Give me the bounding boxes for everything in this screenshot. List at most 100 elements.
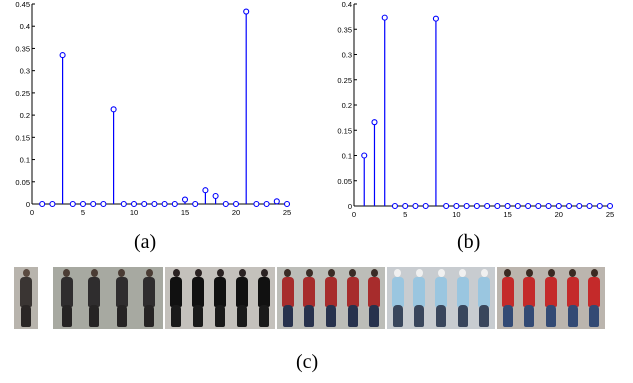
stem-marker [555,202,562,210]
stem-marker [565,202,573,210]
pedestrian-figure [88,277,101,307]
pedestrian-figure [325,277,337,307]
y-tick-label: 0.4 [20,22,30,31]
stem-marker [39,200,46,208]
pedestrian-head [172,269,180,277]
pedestrian-head [480,269,488,277]
stem-marker [120,200,127,208]
pedestrian-legs [21,305,31,327]
x-tick-label: 5 [81,208,85,217]
pedestrian-legs [61,305,72,327]
pedestrian-legs [524,305,535,327]
pedestrian-legs [347,305,358,327]
stem-marker [412,202,419,210]
image-group [165,267,275,329]
stem-marker [171,200,178,208]
stem-marker [90,200,97,208]
stem-marker [232,200,240,208]
image-group [387,267,495,329]
stem-marker [473,202,480,210]
stem-marker [422,202,429,210]
pedestrian-figure [192,277,204,307]
y-tick-label: 0.4 [342,0,352,9]
pedestrian-figure [391,277,404,307]
stem-marker [192,200,199,208]
query-image [14,267,38,329]
x-tick-label: 0 [352,210,356,219]
pedestrian-legs [589,305,600,327]
pedestrian-figure [413,277,426,307]
y-tick-label: 0.2 [20,111,30,120]
pedestrian-legs [546,305,556,327]
pedestrian-head [349,269,357,277]
pedestrian-figure [170,277,182,307]
pedestrian-legs [304,305,315,327]
pedestrian-legs [567,305,578,327]
pedestrian-head [63,269,71,277]
stem-marker [391,202,399,210]
y-tick-label: 0.1 [20,156,30,165]
stem-marker [432,15,439,22]
stem-marker [596,202,603,210]
pedestrian-head [327,269,335,277]
stem-marker [130,200,138,208]
y-tick-label: 0 [26,200,30,209]
x-tick-label: 15 [181,208,189,217]
y-tick-label: 0.2 [342,101,352,110]
y-tick-label: 0.45 [15,0,30,9]
stem-marker [463,202,470,210]
pedestrian-head [459,269,467,277]
pedestrian-figure [281,277,294,307]
pedestrian-figure [115,277,128,307]
x-tick-label: 5 [403,210,407,219]
y-tick-label: 0.25 [337,76,352,85]
pedestrian-figure [236,277,248,307]
image-group [53,267,163,329]
stem-marker [110,106,117,113]
pedestrian-legs [259,305,269,327]
y-tick-label: 0.15 [337,126,352,135]
stem-marker [273,198,280,205]
pedestrian-figure [523,277,536,307]
pedestrian-figure [346,277,359,307]
pedestrian-legs [502,305,513,327]
pedestrian-legs [282,305,293,327]
image-group [497,267,605,329]
stem-marker [59,52,66,59]
stem-marker [151,200,158,208]
stem-chart-b: 0 0.05 0.1 0.15 0.2 0.25 0.3 0.35 0.4 0 5 10 15 20 25 [337,0,614,219]
y-tick-label: 0.1 [342,152,352,161]
pedestrian-figure [20,277,32,307]
pedestrian-figure [435,277,447,307]
panel-label-b: (b) [457,231,481,253]
pedestrian-figure [588,277,601,307]
stem-marker [69,200,76,208]
stem-chart-a: 0 0.05 0.1 0.15 0.2 0.25 0.3 0.35 0.4 0.45 0 5 10 15 2… [15,0,291,217]
pedestrian-head [145,269,153,277]
pedestrian-figure [545,277,557,307]
stem-marker [494,202,501,210]
stem-marker [79,200,87,208]
pedestrian-legs [326,305,336,327]
pedestrian-figure [501,277,514,307]
pedestrian-legs [392,305,403,327]
stem-marker [371,119,378,126]
stem-marker [161,200,168,208]
pedestrian-head [216,269,224,277]
y-tick-label: 0.15 [15,133,30,142]
y-tick-label: 0.05 [337,177,352,186]
pedestrian-head [284,269,292,277]
stem-marker [402,202,409,210]
pedestrian-head [370,269,378,277]
pedestrian-head [415,269,423,277]
stem-marker [443,202,450,210]
pedestrian-head [504,269,512,277]
pedestrian-legs [171,305,181,327]
pedestrian-legs [414,305,425,327]
stem-marker [283,200,291,208]
x-tick-label: 25 [606,210,614,219]
stem-marker [100,200,107,208]
stem-marker [222,200,229,208]
pedestrian-figure [258,277,270,307]
y-tick-label: 0.25 [15,89,30,98]
